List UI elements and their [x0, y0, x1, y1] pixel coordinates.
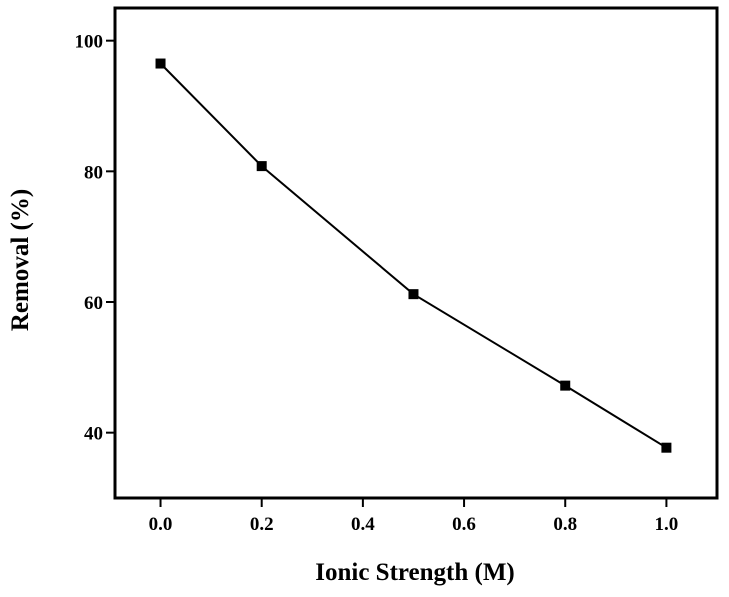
x-tick-label: 0.0	[149, 514, 173, 535]
data-point	[560, 380, 571, 391]
x-tick-label: 0.6	[452, 514, 476, 535]
data-point	[155, 58, 166, 69]
x-tick-label: 0.8	[553, 514, 577, 535]
x-tick-label: 0.4	[351, 514, 375, 535]
y-tick-label: 60	[84, 293, 103, 314]
x-tick-label: 1.0	[655, 514, 679, 535]
x-tick-label: 0.2	[250, 514, 274, 535]
y-tick-label: 40	[84, 424, 103, 445]
y-axis-title: Removal (%)	[7, 189, 34, 331]
series-line	[159, 62, 667, 449]
series-group	[155, 58, 672, 453]
y-tick-label: 80	[84, 162, 103, 183]
data-point	[661, 442, 672, 453]
data-point	[256, 161, 267, 172]
axes: 0.0 0.2 0.4 0.6 0.8 1.0 40 60 80 100	[75, 6, 719, 535]
x-axis-title: Ionic Strength (M)	[315, 559, 515, 586]
data-point	[408, 289, 419, 300]
y-tick-label: 100	[75, 32, 104, 53]
plot-frame	[113, 6, 719, 500]
